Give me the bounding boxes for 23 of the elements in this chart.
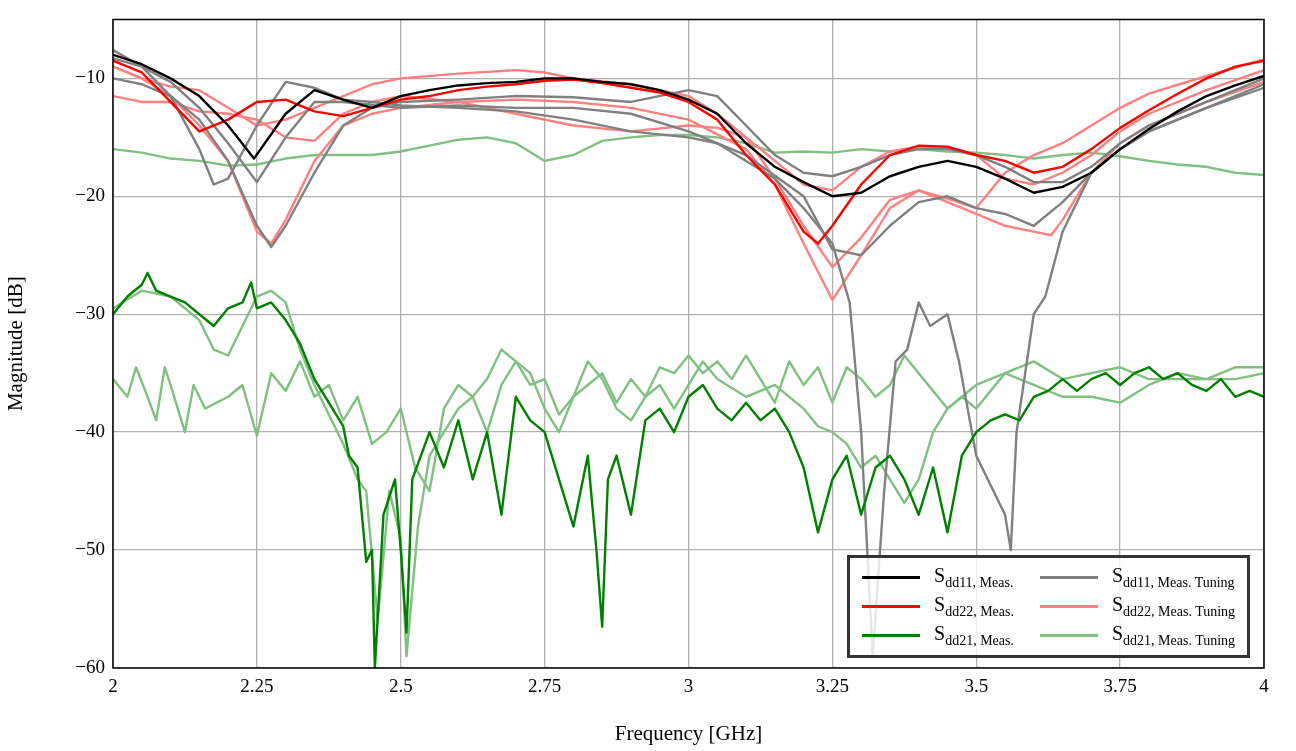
legend-label: S$_{dd21, Meas. Tuning}$ xyxy=(1111,622,1236,649)
x-tick-label: 3.25 xyxy=(815,675,849,697)
y-tick-label: −30 xyxy=(75,302,105,324)
x-tick-label: 2.25 xyxy=(240,675,274,697)
y-tick-label: −60 xyxy=(75,655,105,677)
y-tick-label: −10 xyxy=(75,66,105,88)
x-tick-label: 3 xyxy=(683,675,694,697)
legend-label: S$_{dd11, Meas. Tuning}$ xyxy=(1111,564,1235,591)
legend-label: S$_{dd11, Meas.}$ xyxy=(934,564,1014,591)
y-tick-label: −40 xyxy=(75,420,105,442)
x-tick-label: 3.75 xyxy=(1103,675,1137,697)
x-axis-title: Frequency [GHz] xyxy=(614,720,763,745)
legend-label: S$_{dd22, Meas. Tuning}$ xyxy=(1111,593,1236,620)
x-tick-label: 2.5 xyxy=(388,675,413,697)
legend-label: S$_{dd22, Meas.}$ xyxy=(934,593,1014,620)
x-tick-label: 2 xyxy=(108,675,118,697)
x-tick-label: 3.5 xyxy=(964,675,989,697)
x-tick-label: 4 xyxy=(1259,675,1270,697)
y-tick-label: −20 xyxy=(75,184,105,206)
y-axis-title: Magnitude [dB] xyxy=(3,276,28,412)
y-tick-label: −50 xyxy=(75,538,105,560)
x-tick-label: 2.75 xyxy=(528,675,562,697)
legend-label: S$_{dd21, Meas.}$ xyxy=(934,622,1014,649)
